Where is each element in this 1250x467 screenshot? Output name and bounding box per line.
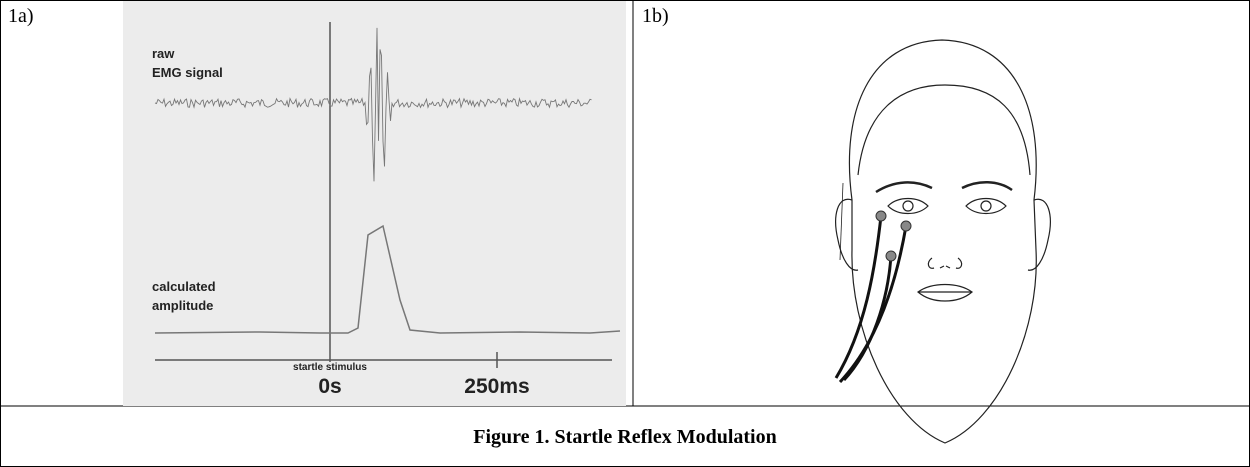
hairline: [857, 84, 1031, 176]
panel-label: 1b): [642, 5, 669, 27]
eyebrow: [961, 181, 1013, 192]
caption: Figure 1. Startle Reflex Modulation: [473, 426, 776, 448]
nose: [927, 257, 963, 269]
signal-label: EMG signal: [152, 65, 223, 80]
time-tick-label: 0s: [318, 375, 341, 398]
chart-background: [123, 1, 626, 406]
emg-line: [154, 27, 592, 182]
mouth: [917, 283, 973, 302]
amplitude-label: calculated: [152, 279, 216, 294]
eyebrow: [875, 181, 933, 194]
head-outline: [848, 39, 1037, 444]
stimulus-label: startle stimulus: [293, 362, 367, 373]
electrode-wires: [834, 215, 908, 384]
amplitude-label: amplitude: [152, 298, 213, 313]
iris: [980, 200, 992, 212]
electrode: [900, 220, 912, 232]
emg-trace: [154, 27, 592, 182]
eye: [887, 197, 929, 215]
ear: [1027, 198, 1051, 271]
electrode: [875, 210, 887, 222]
ear: [835, 198, 859, 271]
electrode: [885, 250, 897, 262]
face-drawing: [835, 39, 1051, 444]
hair: [839, 182, 844, 261]
eye: [965, 197, 1007, 215]
time-tick-label: 250ms: [464, 375, 529, 398]
signal-label: raw: [152, 46, 175, 61]
amplitude-trace: [154, 224, 621, 334]
panel-label: 1a): [8, 5, 34, 27]
iris: [902, 200, 914, 212]
